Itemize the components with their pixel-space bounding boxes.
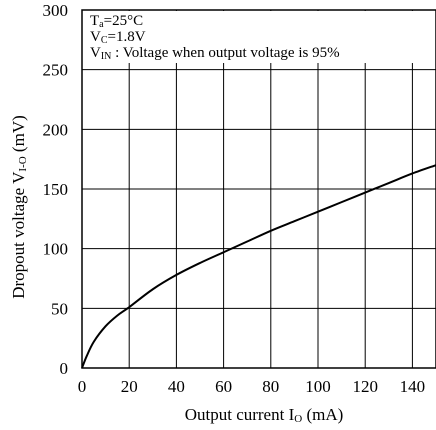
y-tick-label: 0 <box>60 359 69 378</box>
x-tick-label: 120 <box>352 377 378 396</box>
y-tick-labels: 0 50 100 150 200 250 300 <box>43 1 69 378</box>
y-tick-label: 150 <box>43 180 69 199</box>
x-tick-label: 40 <box>168 377 185 396</box>
x-tick-label: 0 <box>78 377 87 396</box>
annotation-input-voltage-note: VIN : Voltage when output voltage is 95% <box>90 45 340 62</box>
x-tick-label: 100 <box>305 377 331 396</box>
x-tick-label: 20 <box>121 377 138 396</box>
x-tick-label: 140 <box>400 377 426 396</box>
series-line <box>81 164 436 369</box>
y-axis-title: Dropout voltage VI-O (mV) <box>9 115 29 299</box>
annotation-control-voltage: VC=1.8V <box>90 29 146 46</box>
grid <box>81 9 436 369</box>
x-tick-labels: 0 20 40 60 80 100 120 140 <box>78 377 425 396</box>
x-axis-title: Output current IO (mA) <box>185 405 344 425</box>
plot-frame <box>81 9 436 369</box>
annotation-box <box>83 11 433 63</box>
y-tick-label: 50 <box>51 299 68 318</box>
x-tick-label: 80 <box>262 377 279 396</box>
y-tick-label: 100 <box>43 240 69 259</box>
y-tick-label: 200 <box>43 120 69 139</box>
annotation-temperature: Ta=25°C <box>90 13 143 30</box>
y-tick-label: 250 <box>43 61 69 80</box>
x-tick-label: 60 <box>215 377 232 396</box>
curve-layer <box>81 164 436 369</box>
y-tick-label: 300 <box>43 1 69 20</box>
